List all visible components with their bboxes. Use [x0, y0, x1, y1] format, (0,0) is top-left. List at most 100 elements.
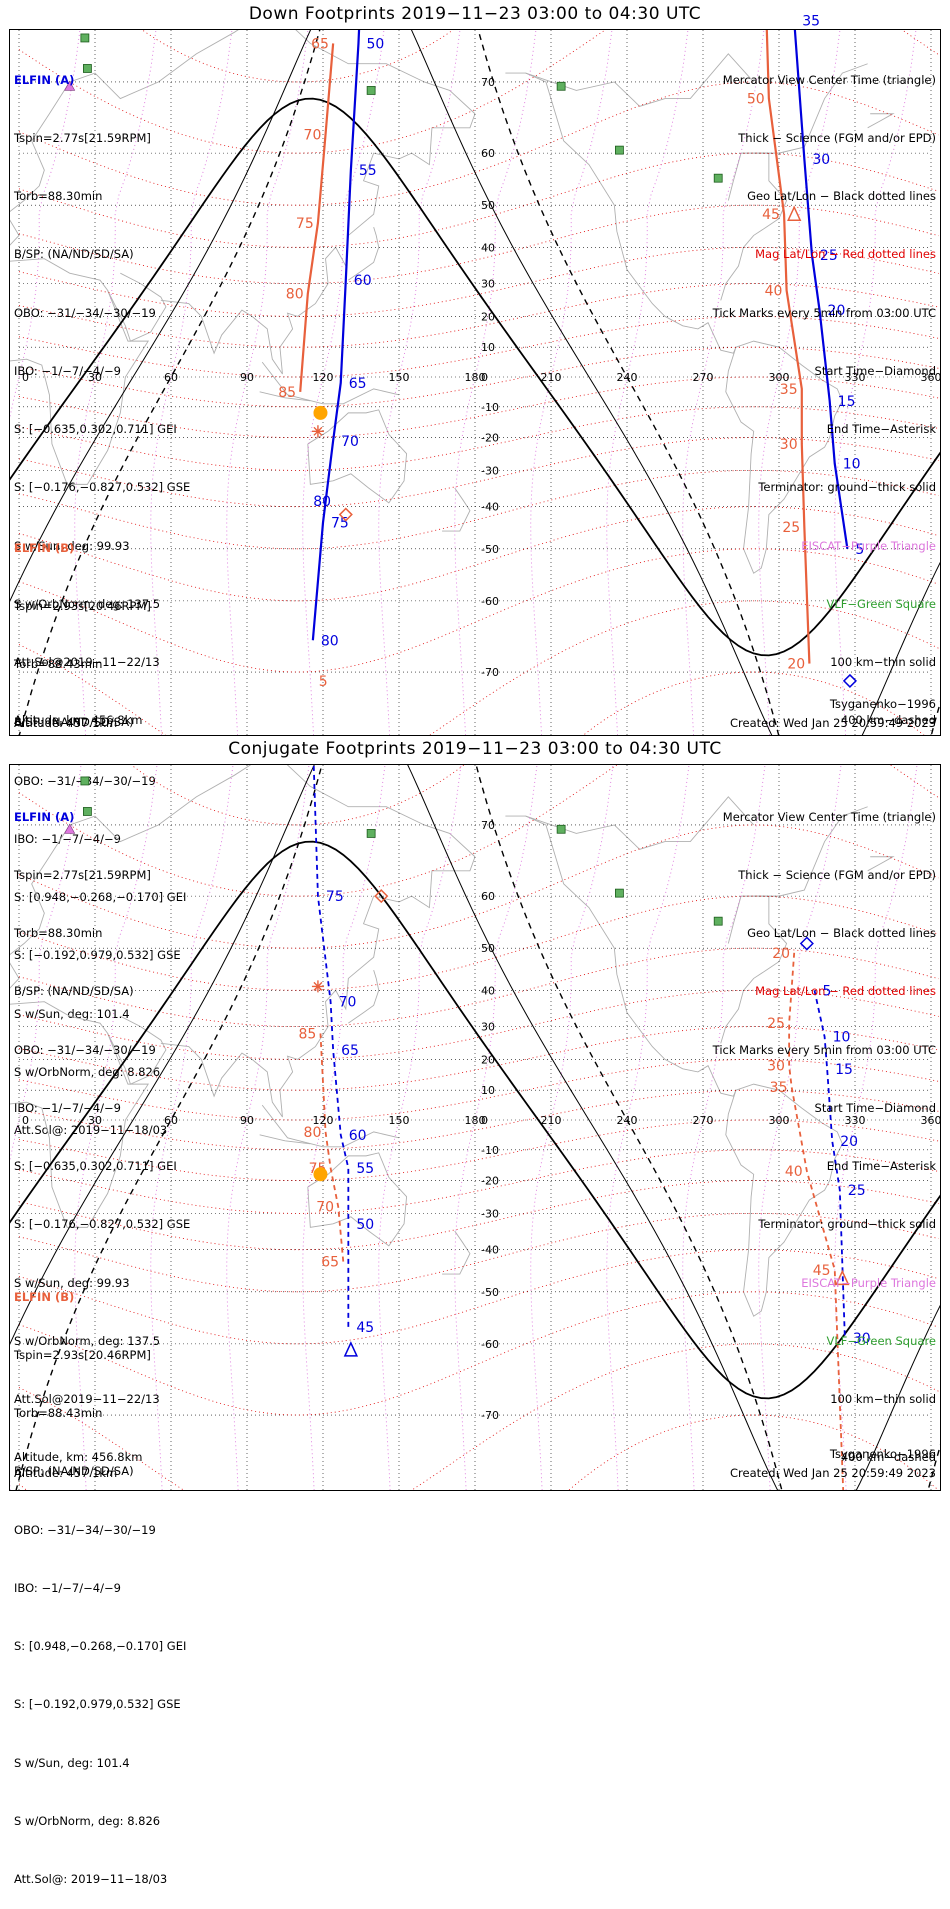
legend-item: EISCAT−Purple Triangle — [801, 538, 936, 553]
coastline — [525, 53, 755, 107]
mag-lon-line — [378, 30, 461, 735]
lon-tick-label: 150 — [389, 1114, 410, 1127]
lon-tick-label: 270 — [693, 1114, 714, 1127]
mag-lat-line — [18, 1059, 939, 1121]
coastline — [753, 63, 868, 154]
vlf-square — [238, 740, 246, 748]
info-line: S: [−0.192,0.979,0.532] GSE — [14, 948, 181, 963]
center-time-triangle-b — [835, 1269, 850, 1286]
lon-tick-label: 30 — [88, 371, 102, 384]
mag-lat-line — [18, 316, 939, 378]
lon-tick-label: 210 — [541, 371, 562, 384]
track-tick-label: 80 — [286, 287, 304, 303]
lat-tick-label: 40 — [481, 984, 495, 997]
lon-tick-label: 0 — [22, 1114, 29, 1127]
elfin-a-header: ELFIN (A) — [14, 72, 75, 87]
coastline — [10, 258, 150, 485]
track-tick-label: 15 — [838, 394, 856, 410]
track-tick-label: 40 — [785, 1164, 803, 1180]
map-frame — [9, 764, 941, 1491]
coastline — [261, 1104, 400, 1148]
coastline — [867, 856, 895, 872]
mag-lat-line — [18, 1414, 939, 1490]
vlf-square — [713, 173, 723, 183]
mag-lat-line — [18, 283, 939, 348]
track-a — [312, 765, 350, 1327]
coastline — [261, 361, 400, 405]
mag-lon-line — [150, 30, 233, 735]
lat-tick-label: 50 — [481, 942, 495, 955]
lat-tick-label: 20 — [481, 310, 495, 323]
altitude-footer: Altitude: 457.1km — [14, 716, 118, 730]
track-tick-label: 5 — [319, 674, 328, 690]
vlf-square — [556, 81, 566, 91]
ts-marker — [313, 405, 328, 420]
track-a — [813, 990, 846, 1339]
legend-item: Mercator View Center Time (triangle) — [722, 809, 936, 824]
elfin-a-info: ELFIN (A) Tspin=2.77s[21.59RPM] Torb=88.… — [14, 32, 190, 750]
track-tick-label: 65 — [341, 1043, 359, 1059]
info-line: Att.Sol@2019−11−22/13 — [14, 1392, 160, 1406]
mag-lon-line — [302, 765, 386, 1490]
legend-item: Tick Marks every 5min from 03:00 UTC — [712, 1042, 936, 1057]
track-tick-label: 55 — [356, 1161, 374, 1177]
vlf-square — [366, 829, 376, 838]
lon-tick-label: 300 — [769, 1114, 790, 1127]
mag-lon-line — [758, 30, 841, 735]
coastline — [348, 970, 380, 1024]
mag-lat-line — [18, 600, 939, 735]
coastline — [307, 409, 408, 504]
elfin-a-header: ELFIN (A) — [14, 809, 75, 824]
lat-tick-label: -70 — [481, 666, 499, 679]
info-line: S: [−0.192,0.979,0.532] GSE — [14, 1697, 181, 1712]
track-tick-label: 70 — [339, 995, 357, 1011]
start-time-diamond-a — [842, 673, 857, 688]
info-line: Att.Sol@: 2019−11−18/03 — [14, 1872, 168, 1886]
vlf-square — [83, 807, 92, 816]
legend-item: Geo Lat/Lon − Black dotted lines — [747, 926, 936, 941]
info-line: S: [0.948,−0.268,−0.170] GEI — [14, 1639, 187, 1654]
info-line: IBO: −1/−7/−4/−9 — [14, 363, 121, 378]
terminator-ground — [10, 840, 940, 1400]
track-tick-label: 30 — [780, 437, 798, 453]
legend-item: 400 km−dashed — [840, 1450, 936, 1465]
info-line: OBO: −31/−34/−30/−19 — [14, 1042, 156, 1057]
coastline — [505, 72, 737, 354]
track-tick-label: 80 — [313, 494, 331, 510]
mag-lon-line — [834, 765, 918, 1490]
track-tick-label: 20 — [840, 1134, 858, 1150]
mag-lat-line — [18, 1089, 939, 1151]
end-time-asterisk-b — [311, 980, 324, 993]
track-b — [765, 30, 811, 664]
info-line: B/SP: (NA/ND/SD/SA) — [14, 984, 134, 999]
panel-title: Down Footprints 2019−11−23 03:00 to 04:3… — [248, 4, 702, 24]
info-line: Torb=88.43min — [14, 657, 103, 672]
track-tick-label: 25 — [767, 1016, 785, 1032]
lon-tick-label: 210 — [541, 1114, 562, 1127]
track-a — [793, 30, 849, 549]
info-line: Altitude, km: 456.8km — [14, 1450, 143, 1465]
altitude-footer: Altitude: 457.1km — [14, 1466, 118, 1480]
mag-lon-line — [682, 765, 766, 1490]
coastline — [10, 30, 476, 246]
created-timestamp: Created: Wed Jan 25 20:59:49 2023 — [729, 1466, 936, 1480]
vlf-square — [615, 145, 624, 155]
mag-lat-line — [18, 1119, 939, 1181]
track-tick-label: 75 — [296, 216, 314, 232]
track-tick-label: 50 — [366, 36, 384, 52]
mag-lon-line — [378, 765, 462, 1490]
coastline — [10, 765, 476, 989]
track-tick-label: 10 — [833, 1030, 851, 1046]
lat-tick-label: 30 — [481, 1021, 495, 1034]
ts-marker — [313, 1167, 328, 1182]
track-tick-label: 25 — [820, 248, 838, 264]
terminator-100km — [10, 30, 940, 735]
legend: Mercator View Center Time (triangle) Thi… — [713, 32, 936, 750]
terminator-400km — [18, 30, 940, 735]
mag-lon-line — [530, 765, 614, 1490]
mag-lat-line — [18, 1212, 939, 1293]
lat-tick-label: 60 — [481, 147, 495, 160]
lat-tick-label: -30 — [481, 1207, 499, 1220]
lat-tick-label: -30 — [481, 464, 499, 477]
coastline — [259, 1134, 311, 1145]
